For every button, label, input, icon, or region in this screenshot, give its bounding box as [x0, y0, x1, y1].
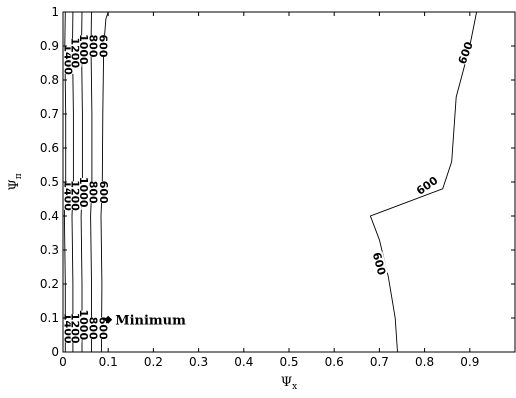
- annotations: Minimum: [104, 314, 186, 329]
- y-axis-label: Ψπ: [7, 173, 24, 190]
- y-tick-label: 0.7: [40, 107, 59, 121]
- contour-label-bg: [79, 35, 91, 64]
- x-tick-label: 0.2: [144, 355, 163, 369]
- contour-line-600-4: [100, 11, 109, 353]
- x-axis-label-sub: x: [292, 382, 297, 392]
- contour-label-group: 1000: [77, 309, 91, 340]
- x-tick-label: 0.1: [99, 355, 118, 369]
- contour-label-group: 600: [97, 317, 110, 340]
- contour-label: 1000: [77, 177, 90, 208]
- y-axis-label-main: Ψ: [7, 179, 22, 190]
- y-axis-label-sub: π: [14, 173, 24, 179]
- contour-label: 1200: [69, 37, 82, 68]
- contour-labels: 1400140014001200120012001000100010008008…: [61, 34, 476, 344]
- contour-label-group: 600: [456, 40, 476, 66]
- contour-label: 1200: [69, 313, 82, 344]
- contour-label-bg: [371, 251, 389, 276]
- contour-label: 600: [97, 181, 110, 204]
- contour-label-bg: [88, 181, 100, 204]
- contour-label-bg: [414, 174, 439, 196]
- y-tick-label: 0.1: [40, 311, 59, 325]
- contour-label: 800: [87, 181, 100, 204]
- y-tick-label: 0.8: [40, 73, 59, 87]
- x-tick-label: 0.3: [189, 355, 208, 369]
- contour-label-group: 600: [97, 181, 111, 204]
- contour-label: 1000: [77, 309, 90, 340]
- contour-label-group: 600: [97, 35, 110, 58]
- x-tick-label: 0.8: [415, 355, 434, 369]
- x-tick-label: 0: [59, 355, 67, 369]
- contour-label: 1000: [77, 34, 90, 65]
- contour-label-group: 1000: [77, 177, 91, 208]
- contour-label-bg: [88, 317, 100, 340]
- y-tick-label: 0.2: [40, 277, 59, 291]
- contour-label-bg: [88, 35, 100, 57]
- contour-label: 600: [97, 35, 110, 58]
- contour-label-bg: [70, 38, 82, 67]
- y-axis-label-text: Ψπ: [7, 173, 24, 190]
- contour-label-group: 1200: [69, 313, 82, 344]
- contour-lines: [63, 11, 478, 353]
- x-axis-label: Ψx: [281, 375, 297, 392]
- x-tick-label: 0.6: [325, 355, 344, 369]
- contour-label-bg: [79, 310, 91, 339]
- x-axis-label-main: Ψ: [281, 375, 292, 390]
- y-tick-label: 0.9: [40, 39, 59, 53]
- contour-label: 1200: [69, 180, 82, 211]
- y-axis-ticks: 0 0.1 0.2 0.3 0.4 0.5 0.6 0.7 0.8 0.9 1: [40, 5, 515, 359]
- contour-label-bg: [99, 181, 111, 204]
- x-tick-label: 0.5: [279, 355, 298, 369]
- contour-label-group: 800: [87, 35, 100, 58]
- contour-line-600-5: [369, 11, 478, 353]
- plot-frame: [62, 11, 516, 353]
- contour-label-group: 1200: [69, 180, 82, 211]
- y-tick-label: 0: [51, 345, 59, 359]
- x-axis-ticks: 0 0.1 0.2 0.3 0.4 0.5 0.6 0.7 0.8 0.9: [59, 12, 479, 369]
- x-tick-label: 0.9: [460, 355, 479, 369]
- contour-label-bg: [98, 35, 110, 57]
- contour-label-group: 1000: [77, 34, 91, 65]
- contour-label: 600: [456, 40, 476, 66]
- y-tick-label: 0.4: [40, 209, 59, 223]
- contour-label: 800: [87, 317, 100, 340]
- contour-label: 800: [87, 35, 100, 58]
- contour-label: 600: [97, 317, 110, 340]
- y-tick-label: 1: [51, 5, 59, 19]
- minimum-marker: [104, 315, 113, 324]
- contour-label-bg: [98, 317, 110, 340]
- contour-label-group: 800: [87, 317, 100, 340]
- contour-label-group: 600: [370, 251, 389, 277]
- contour-label-bg: [70, 314, 82, 343]
- contour-label-bg: [79, 177, 91, 207]
- contour-label-group: 800: [87, 181, 100, 204]
- x-tick-label: 0.7: [370, 355, 389, 369]
- contour-label-group: 1200: [69, 37, 82, 68]
- minimum-annotation: Minimum: [115, 314, 186, 329]
- y-tick-label: 0.3: [40, 243, 59, 257]
- x-tick-label: 0.4: [234, 355, 253, 369]
- y-tick-label: 0.6: [40, 141, 59, 155]
- contour-label-bg: [455, 40, 474, 65]
- contour-label: 600: [370, 251, 389, 277]
- contour-label-bg: [70, 181, 82, 210]
- y-tick-label: 0.5: [40, 175, 59, 189]
